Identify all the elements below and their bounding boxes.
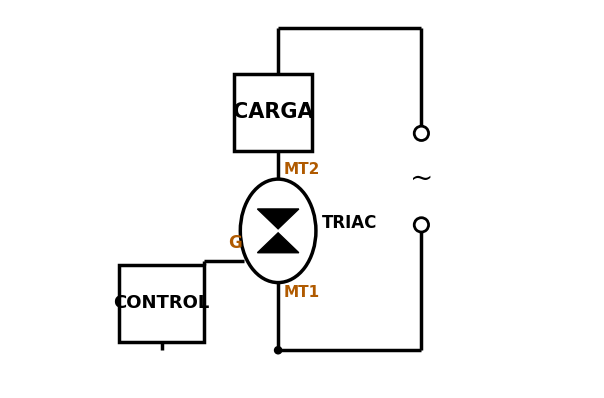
Text: G: G [228, 234, 242, 252]
Polygon shape [257, 233, 299, 253]
Circle shape [275, 347, 281, 354]
Bar [234, 74, 312, 151]
Polygon shape [257, 209, 299, 229]
Text: CONTROL: CONTROL [114, 295, 210, 312]
Circle shape [414, 218, 429, 232]
Text: TRIAC: TRIAC [322, 214, 378, 232]
Bar [119, 265, 205, 342]
Text: ~: ~ [410, 166, 433, 193]
Ellipse shape [240, 179, 316, 283]
Text: MT1: MT1 [284, 285, 320, 300]
Circle shape [414, 126, 429, 140]
Text: MT2: MT2 [284, 162, 321, 177]
Text: CARGA: CARGA [233, 102, 313, 123]
